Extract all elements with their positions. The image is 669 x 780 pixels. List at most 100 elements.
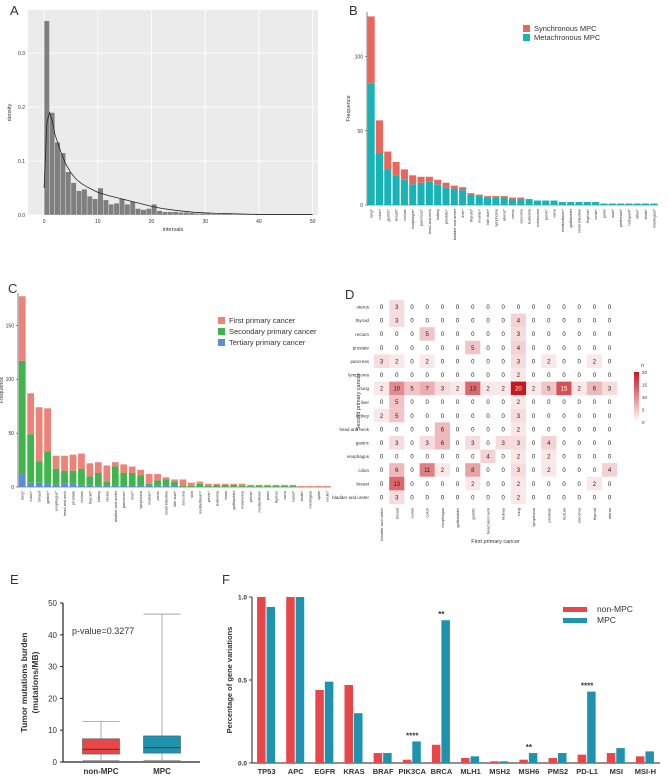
panel-d-cell-value: 3 [517, 332, 521, 338]
panel-d-cell-value: 0 [608, 319, 612, 325]
panel-d-heatmap-cell [465, 368, 481, 382]
panel-b-category-label: other* [636, 208, 640, 219]
panel-d-heatmap-cell [389, 381, 405, 396]
panel-d-cell-value: 0 [456, 455, 460, 461]
panel-c-legend-label: Secondary primary cancer [229, 327, 317, 336]
panel-a-x-tick-label: 40 [256, 219, 262, 225]
panel-c-bar-tertiary-primary-cancer [44, 483, 51, 487]
panel-d-heatmap-cell [419, 354, 435, 368]
panel-f-bar-mpc [383, 753, 392, 763]
panel-letter-d: D [345, 287, 355, 302]
panel-d-heatmap-cell [526, 381, 542, 396]
panel-c-bar-secondary-primary-cancer [196, 483, 204, 487]
panel-b-bar-synchronous-mpc [459, 187, 467, 191]
panel-f-bar-mpc [295, 597, 305, 763]
panel-c-y-tick-label: 100 [6, 377, 15, 383]
panel-d-heatmap-cell [541, 422, 557, 436]
panel-d-heatmap-cell [602, 408, 618, 423]
panel-d-cell-value: 0 [395, 332, 399, 338]
panel-d-cell-value: 0 [456, 468, 460, 474]
panel-d-cell-value: 0 [502, 468, 506, 474]
panel-d-cell-value: 0 [426, 373, 430, 379]
panel-d-heatmap-cell [541, 340, 557, 355]
panel-c-category-label: ovarian* [148, 490, 152, 504]
panel-d-colorbar [634, 372, 639, 422]
panel-b-category-label: small intestine [578, 209, 582, 233]
panel-d-cell-value: 0 [486, 319, 490, 325]
panel-d-heatmap-cell [404, 300, 420, 314]
panel-c-category-label: testis* [300, 490, 304, 501]
panel-d-heatmap-cell [450, 368, 466, 382]
panel-d-heatmap-cell [586, 436, 602, 450]
panel-d-cell-value: 0 [532, 441, 536, 447]
panel-d-heatmap-cell [510, 381, 526, 396]
panel-d-heatmap-cell [556, 354, 572, 368]
panel-d-y-category-label: thyroid [355, 318, 369, 323]
panel-c-bar-secondary-primary-cancer [61, 470, 68, 484]
panel-d-cell-value: 0 [578, 319, 582, 325]
panel-f-significance-marker: **** [581, 682, 594, 691]
panel-d-cell-value: 0 [486, 441, 490, 447]
panel-d-heatmap-cell [480, 463, 496, 477]
panel-d-cell-value: 3 [608, 387, 612, 393]
panel-d-cell-value: 6 [593, 387, 597, 393]
panel-d-cell-value: 0 [593, 346, 597, 352]
panel-d-heatmap-cell [434, 436, 450, 450]
panel-a-histogram-bar [145, 208, 152, 216]
panel-f-bar-mpc [266, 606, 276, 763]
panel-d-cell-value: 2 [517, 400, 521, 406]
panel-letter-f: F [222, 572, 230, 587]
panel-d-heatmap-cell [465, 449, 481, 464]
panel-f-bar-non-mpc [286, 597, 295, 763]
panel-c-bar-tertiary-primary-cancer [86, 484, 94, 487]
panel-b-bar-metachronous-mpc [600, 203, 608, 205]
panel-d-cell-value: 0 [441, 346, 445, 352]
panel-d-cell-value: 0 [547, 482, 551, 488]
panel-d-heatmap-cell [541, 300, 557, 314]
panel-a-y-tick-label: 0.0 [18, 213, 25, 219]
panel-f-bar-mpc [441, 620, 450, 763]
panel-c-bar-first-primary-cancer [213, 483, 221, 485]
panel-b-category-label: uterus* [503, 208, 507, 221]
panel-b-category-label: breast* [395, 208, 399, 221]
panel-d-heatmap-cell [389, 408, 405, 423]
panel-c-bar-secondary-primary-cancer [94, 472, 102, 486]
panel-d-heatmap-cell [571, 436, 587, 450]
panel-d-cell-value: 6 [441, 441, 445, 447]
panel-d-heatmap-cell [556, 313, 572, 328]
panel-c-bar-secondary-primary-cancer [281, 485, 288, 487]
panel-c-category-label: skin [190, 491, 194, 498]
panel-b-category-label: testis* [644, 208, 648, 219]
panel-a-histogram-bar [140, 209, 147, 216]
panel-d-cell-value: 0 [441, 305, 445, 311]
panel-d-cell-value: 0 [532, 346, 536, 352]
panel-d-heatmap-cell [556, 368, 572, 382]
panel-d-heatmap-cell [434, 368, 450, 382]
panel-d-heatmap-cell [526, 490, 542, 504]
panel-d-heatmap-cell [495, 340, 511, 355]
panel-b-category-label: pelvic* [544, 208, 548, 220]
panel-d-heatmap-cell [556, 476, 572, 491]
panel-d-cell-value: 3 [517, 359, 521, 365]
panel-c-bar-secondary-primary-cancer [188, 485, 195, 487]
panel-d-cell-value: 0 [562, 359, 566, 365]
panel-d-heatmap-cell [495, 354, 511, 368]
panel-d-cell-value: 3 [380, 359, 384, 365]
panel-d-cell-value: 0 [380, 373, 384, 379]
panel-d-heatmap-cell [510, 490, 526, 504]
panel-d-x-category-label: lung [516, 508, 521, 516]
panel-d-heatmap-cell [495, 300, 511, 314]
panel-d-cell-value: 0 [593, 414, 597, 420]
panel-c-bar-first-primary-cancer [179, 479, 187, 486]
panel-f-category-label: MSI-H [635, 767, 656, 776]
panel-d-cell-value: 0 [380, 427, 384, 433]
panel-c-bar-first-primary-cancer [188, 482, 195, 486]
panel-d-cell-value: 2 [517, 427, 521, 433]
panel-a-x-axis-title: intervals [163, 227, 184, 233]
panel-d-heatmap-cell [374, 408, 390, 423]
panel-a-histogram-bar [103, 199, 109, 216]
panel-b-bar-metachronous-mpc [425, 181, 433, 205]
panel-e-y-axis-title: (mutations/MB) [30, 651, 40, 713]
panel-f-bar-non-mpc [548, 758, 557, 763]
